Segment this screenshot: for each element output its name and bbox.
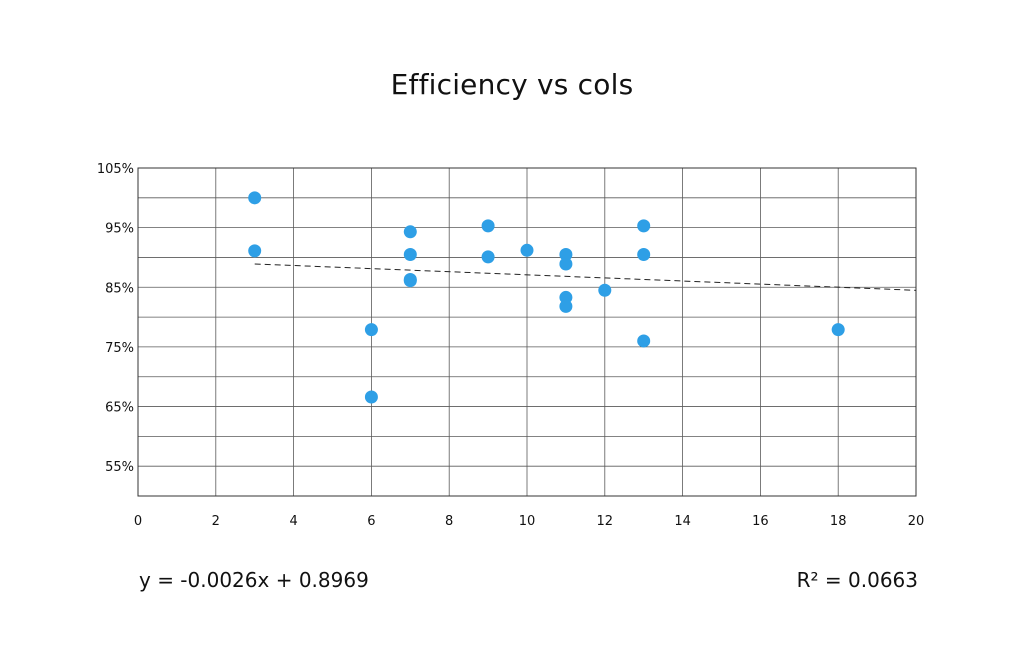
x-tick-label: 2: [212, 514, 220, 529]
y-tick-label: 65%: [105, 401, 134, 416]
data-point: [559, 290, 573, 304]
data-point: [248, 244, 262, 258]
data-point: [831, 323, 845, 337]
data-point: [403, 247, 417, 261]
r-squared-value: R² = 0.0663: [796, 568, 918, 592]
trendline-group: [254, 263, 917, 291]
data-point: [403, 274, 417, 288]
x-tick-label: 8: [445, 514, 453, 529]
y-tick-label: 95%: [105, 222, 134, 237]
data-point: [248, 191, 262, 205]
data-point: [637, 219, 651, 233]
x-tick-label: 4: [289, 514, 297, 529]
data-point: [481, 250, 495, 264]
x-tick-label: 18: [830, 514, 847, 529]
x-axis-ticks: 0 2 4 6 8 10 12 14 16 18 20: [134, 514, 924, 529]
data-point: [598, 283, 612, 297]
plot-frame: [137, 167, 917, 497]
x-tick-label: 20: [908, 514, 925, 529]
data-point: [364, 390, 378, 404]
data-point: [637, 334, 651, 348]
y-axis-ticks: 55% 65% 75% 85% 95% 105%: [97, 162, 134, 475]
y-tick-label: 55%: [105, 460, 134, 475]
x-tick-label: 14: [674, 514, 691, 529]
plot-border: [137, 167, 917, 497]
y-tick-label: 85%: [105, 281, 134, 296]
y-tick-label: 105%: [97, 162, 134, 177]
x-tick-label: 16: [752, 514, 769, 529]
y-tick-label: 75%: [105, 341, 134, 356]
trendline: [254, 263, 917, 291]
data-point: [481, 219, 495, 233]
data-point: [559, 257, 573, 271]
data-point: [637, 247, 651, 261]
data-point: [559, 299, 573, 313]
chart-title: Efficiency vs cols: [390, 68, 634, 101]
grid-lines: [138, 168, 916, 496]
data-point: [364, 323, 378, 337]
data-point: [403, 225, 417, 239]
x-tick-label: 10: [519, 514, 536, 529]
data-point: [559, 247, 573, 261]
data-points: [248, 191, 845, 404]
x-tick-label: 12: [597, 514, 614, 529]
x-tick-label: 0: [134, 514, 142, 529]
data-point: [520, 243, 534, 257]
x-tick-label: 6: [367, 514, 375, 529]
trendline-equation: y = -0.0026x + 0.8969: [139, 568, 369, 592]
